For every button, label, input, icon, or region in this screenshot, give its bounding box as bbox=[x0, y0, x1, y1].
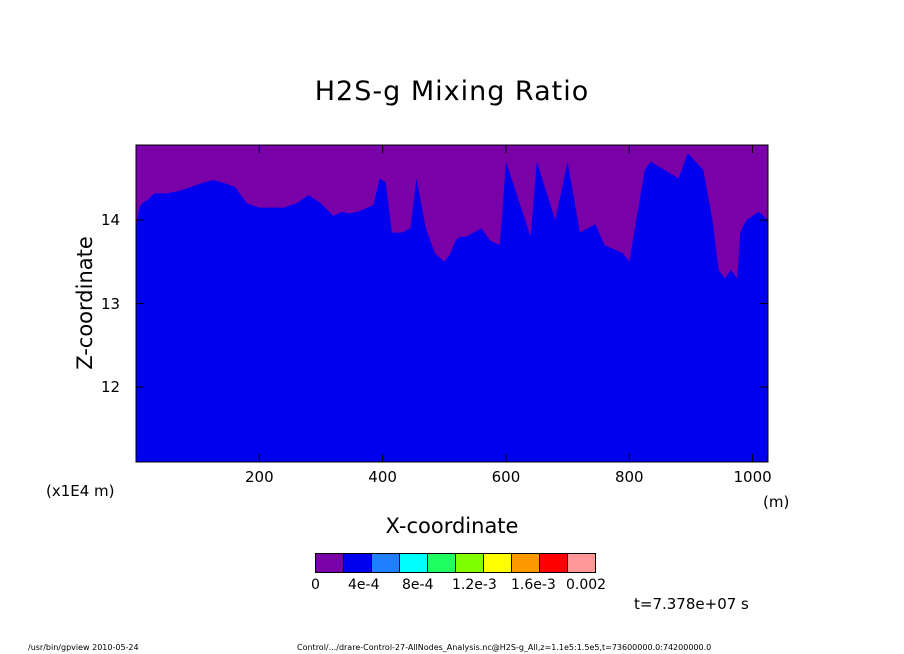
colorbar-label: 1.2e-3 bbox=[452, 577, 497, 593]
upper-region bbox=[136, 145, 768, 279]
x-tick-label: 200 bbox=[244, 468, 274, 486]
footer-right: Control/.../drare-Control-27-AllNodes_An… bbox=[297, 643, 712, 652]
axis-ticks bbox=[136, 145, 768, 462]
footer-left: /usr/bin/gpview 2010-05-24 bbox=[28, 643, 139, 652]
x-tick-label: 800 bbox=[614, 468, 644, 486]
x-tick-label: 1000 bbox=[733, 468, 772, 486]
chart-title: H2S-g Mixing Ratio bbox=[314, 76, 590, 107]
plot-frame bbox=[135, 144, 769, 463]
y-tick-label: 14 bbox=[101, 211, 121, 230]
colorbar-label: 0.002 bbox=[566, 577, 607, 593]
colorbar-swatch bbox=[456, 554, 484, 572]
colorbar-swatch bbox=[400, 554, 428, 572]
colorbar-swatch bbox=[512, 554, 540, 572]
colorbar-swatch bbox=[344, 554, 372, 572]
x-tick-label: 400 bbox=[368, 468, 397, 486]
colorbar-swatch bbox=[372, 554, 400, 572]
colorbar-swatch bbox=[568, 554, 595, 572]
colorbar-swatch bbox=[484, 554, 512, 572]
colorbar-swatch bbox=[540, 554, 568, 572]
colorbar-label: 0 bbox=[311, 577, 320, 593]
colorbar-swatch bbox=[316, 554, 344, 572]
colorbar bbox=[315, 553, 596, 573]
x-unit-label: (m) bbox=[763, 493, 790, 511]
colorbar-label: 8e-4 bbox=[402, 577, 434, 593]
y-tick-label: 13 bbox=[101, 294, 121, 313]
y-scale-label: (x1E4 m) bbox=[46, 482, 115, 500]
colorbar-label: 4e-4 bbox=[348, 577, 380, 593]
time-label: t=7.378e+07 s bbox=[634, 595, 749, 613]
y-tick-label: 12 bbox=[101, 377, 121, 396]
x-tick-label: 600 bbox=[491, 468, 521, 486]
x-axis-label: X-coordinate bbox=[385, 514, 519, 538]
colorbar-swatch bbox=[428, 554, 456, 572]
y-axis-label: Z-coordinate bbox=[73, 236, 97, 370]
colorbar-label: 1.6e-3 bbox=[511, 577, 556, 593]
